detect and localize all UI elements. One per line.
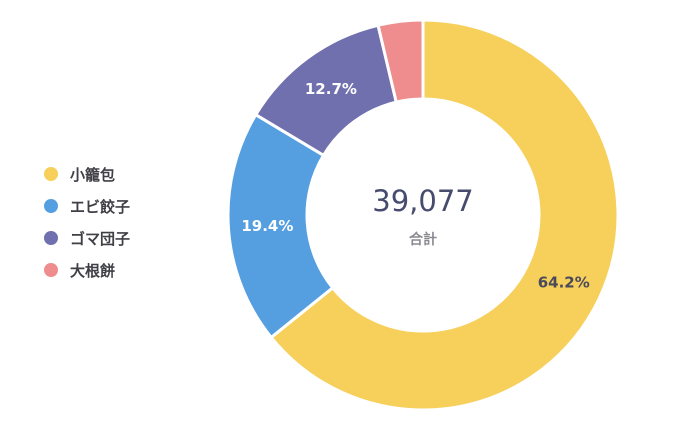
legend-item-shrimp-dumpling[interactable]: エビ餃子 [44,190,130,222]
legend-item-turnip-cake[interactable]: 大根餅 [44,254,130,286]
legend-dot-icon [44,263,58,277]
legend-dot-icon [44,167,58,181]
slice-percent-label: 64.2% [538,273,590,291]
legend-label: エビ餃子 [70,197,131,216]
legend-label: ゴマ団子 [70,229,131,248]
legend-dot-icon [44,199,58,213]
legend-item-sesame-ball[interactable]: ゴマ団子 [44,222,130,254]
center-total-value: 39,077 [372,184,473,218]
slice-percent-label: 12.7% [305,80,357,98]
legend-label: 小籠包 [70,165,116,184]
legend-label: 大根餅 [70,261,116,280]
center-total-label: 合計 [409,231,437,248]
slice-percent-label: 19.4% [241,217,293,235]
slice-shrimp-dumpling[interactable] [226,113,335,339]
slice-labels: 64.2% 19.4% 12.7% [241,80,589,291]
slice-turnip-cake[interactable] [376,18,425,104]
legend-item-xiaolongbao[interactable]: 小籠包 [44,158,130,190]
legend-dot-icon [44,231,58,245]
donut-slices [226,18,620,412]
legend: 小籠包 エビ餃子 ゴマ団子 大根餅 [44,158,130,286]
slice-xiaolongbao[interactable] [269,18,620,412]
